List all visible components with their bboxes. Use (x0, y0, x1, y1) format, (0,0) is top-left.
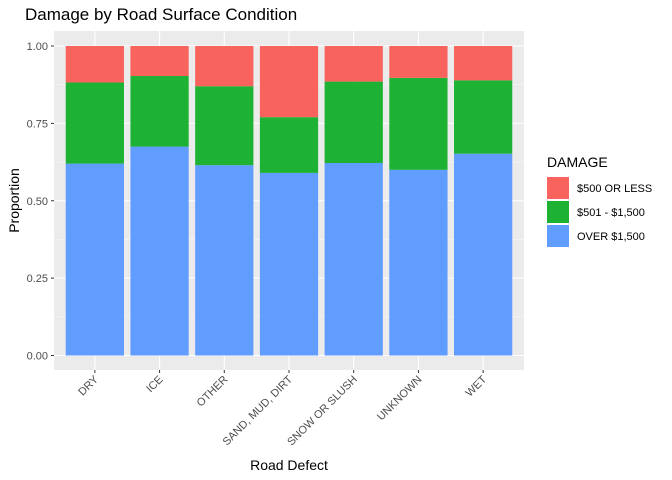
x-tick-label: WET (463, 373, 489, 399)
x-tick-label: SNOW OR SLUSH (285, 374, 360, 449)
bar-segment (389, 46, 448, 78)
bar-segment (454, 153, 513, 356)
bar-segment (324, 162, 383, 356)
bar-segment (130, 46, 189, 77)
legend-key (547, 225, 569, 247)
bar-segment (130, 146, 189, 356)
legend-title: DAMAGE (547, 154, 608, 170)
y-tick-label: 0.50 (27, 196, 48, 208)
bar-segment (65, 82, 124, 164)
bar-segment (195, 46, 254, 87)
bar-segment (65, 46, 124, 83)
y-axis-title: Proportion (6, 168, 22, 233)
bar-segment (65, 163, 124, 356)
x-tick-label: ICE (144, 374, 165, 395)
bar-segment (130, 76, 189, 147)
bar-segment (389, 77, 448, 170)
x-tick-label: UNKNOWN (375, 374, 425, 424)
legend-key (547, 201, 569, 223)
y-tick-label: 0.75 (27, 118, 48, 130)
legend-label: $500 OR LESS (577, 183, 652, 195)
bar-segment (324, 46, 383, 82)
x-tick-label: DRY (76, 373, 101, 398)
bar-segment (454, 80, 513, 154)
legend: DAMAGE $500 OR LESS $501 - $1,500 OVER $1,… (547, 154, 652, 247)
bar-segment (389, 169, 448, 356)
bars (65, 46, 513, 356)
bar-segment (195, 86, 254, 166)
x-axis-title: Road Defect (250, 457, 328, 473)
y-tick-label: 0.00 (27, 351, 48, 363)
x-tick-label: SAND, MUD, DIRT (221, 373, 296, 448)
y-axis: 0.00 0.25 0.50 0.75 1.00 (27, 41, 54, 363)
legend-label: OVER $1,500 (577, 231, 645, 243)
y-tick-label: 0.25 (27, 273, 48, 285)
bar-segment (324, 81, 383, 163)
y-tick-label: 1.00 (27, 41, 48, 53)
bar-segment (454, 46, 513, 81)
bar-segment (259, 172, 319, 356)
chart-title: Damage by Road Surface Condition (25, 5, 297, 24)
bar-segment (259, 117, 319, 173)
bar-segment (259, 46, 319, 118)
legend-label: $501 - $1,500 (577, 207, 645, 219)
legend-key (547, 177, 569, 199)
bar-segment (195, 165, 254, 356)
x-tick-label: OTHER (195, 374, 231, 410)
